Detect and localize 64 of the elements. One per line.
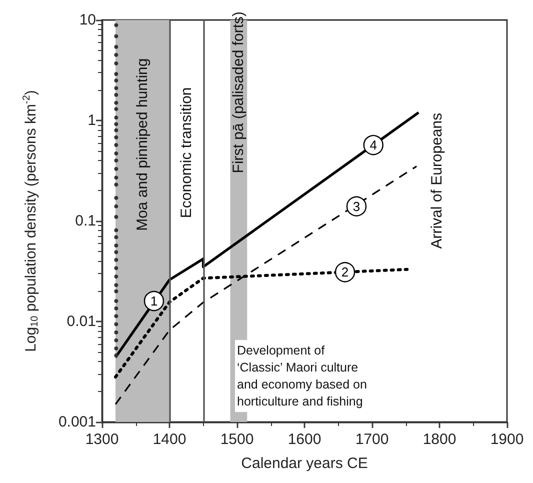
x-tick-label: 1700	[355, 431, 389, 448]
y-tick-label: 1	[88, 112, 96, 129]
point	[114, 330, 118, 334]
point	[114, 52, 118, 57]
annotation: Arrival of Europeans	[428, 112, 446, 249]
annotation: 4	[370, 138, 377, 153]
point	[114, 128, 118, 132]
point	[114, 228, 118, 232]
point	[114, 244, 118, 248]
x-tick-label: 1300	[85, 431, 119, 448]
annotation: 1	[150, 293, 158, 308]
point	[114, 100, 118, 105]
point	[114, 122, 118, 126]
y-axis-title: Log10 population density (persons km-2)	[22, 90, 40, 352]
point	[114, 306, 118, 310]
x-tick-label: 1400	[152, 431, 186, 448]
point	[114, 182, 118, 187]
point	[114, 196, 118, 200]
band-label: Moa and pinniped hunting	[134, 58, 151, 231]
x-tick-label: 1800	[422, 431, 456, 448]
x-tick-label: 1900	[490, 431, 524, 448]
point	[114, 235, 118, 240]
annotation: 3	[352, 198, 360, 214]
point	[114, 283, 118, 288]
point	[114, 116, 118, 120]
point	[114, 78, 118, 83]
point	[114, 61, 118, 66]
point	[114, 250, 118, 254]
point	[114, 107, 118, 112]
point	[114, 274, 118, 279]
y-tick-label: 0.001	[58, 414, 96, 430]
y-tick-label: 10	[79, 12, 96, 28]
point	[114, 204, 118, 208]
point	[114, 143, 118, 148]
annotation: Development of ‘Classic’ Maori culture and economy based on horticulture and fishing	[237, 344, 368, 408]
point	[114, 135, 118, 140]
point	[114, 338, 118, 342]
point	[114, 176, 118, 180]
point	[114, 346, 118, 350]
y-tick-label: 0.01	[66, 313, 96, 330]
ref-line-label: Economic transition	[178, 87, 195, 218]
point	[114, 72, 118, 76]
x-tick-label: 1600	[288, 431, 322, 448]
point	[114, 23, 118, 28]
point	[114, 34, 118, 38]
point	[114, 266, 118, 270]
point	[114, 289, 118, 294]
x-tick-label: 1500	[220, 431, 254, 448]
point	[114, 353, 118, 358]
x-axis-title: Calendar years CE	[241, 455, 368, 472]
point	[114, 151, 118, 156]
y-tick-label: 0.1	[75, 212, 96, 230]
point	[114, 298, 118, 303]
point	[114, 214, 118, 219]
point	[114, 314, 118, 318]
point	[114, 86, 118, 90]
point	[114, 92, 118, 97]
point	[114, 44, 118, 49]
point	[114, 322, 118, 326]
annotation: 2	[341, 264, 349, 280]
band-label: First pā (palisaded forts)	[230, 11, 248, 174]
point	[114, 158, 118, 162]
point	[114, 258, 118, 262]
point	[114, 166, 118, 171]
